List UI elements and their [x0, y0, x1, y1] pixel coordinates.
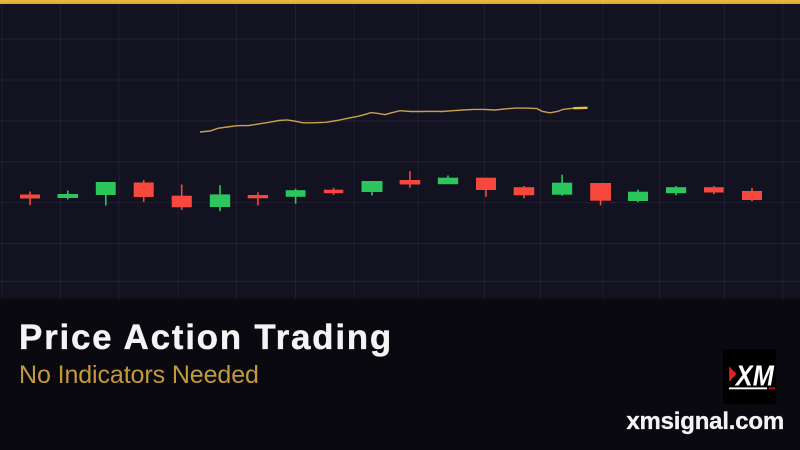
svg-text:XM: XM	[734, 360, 774, 392]
